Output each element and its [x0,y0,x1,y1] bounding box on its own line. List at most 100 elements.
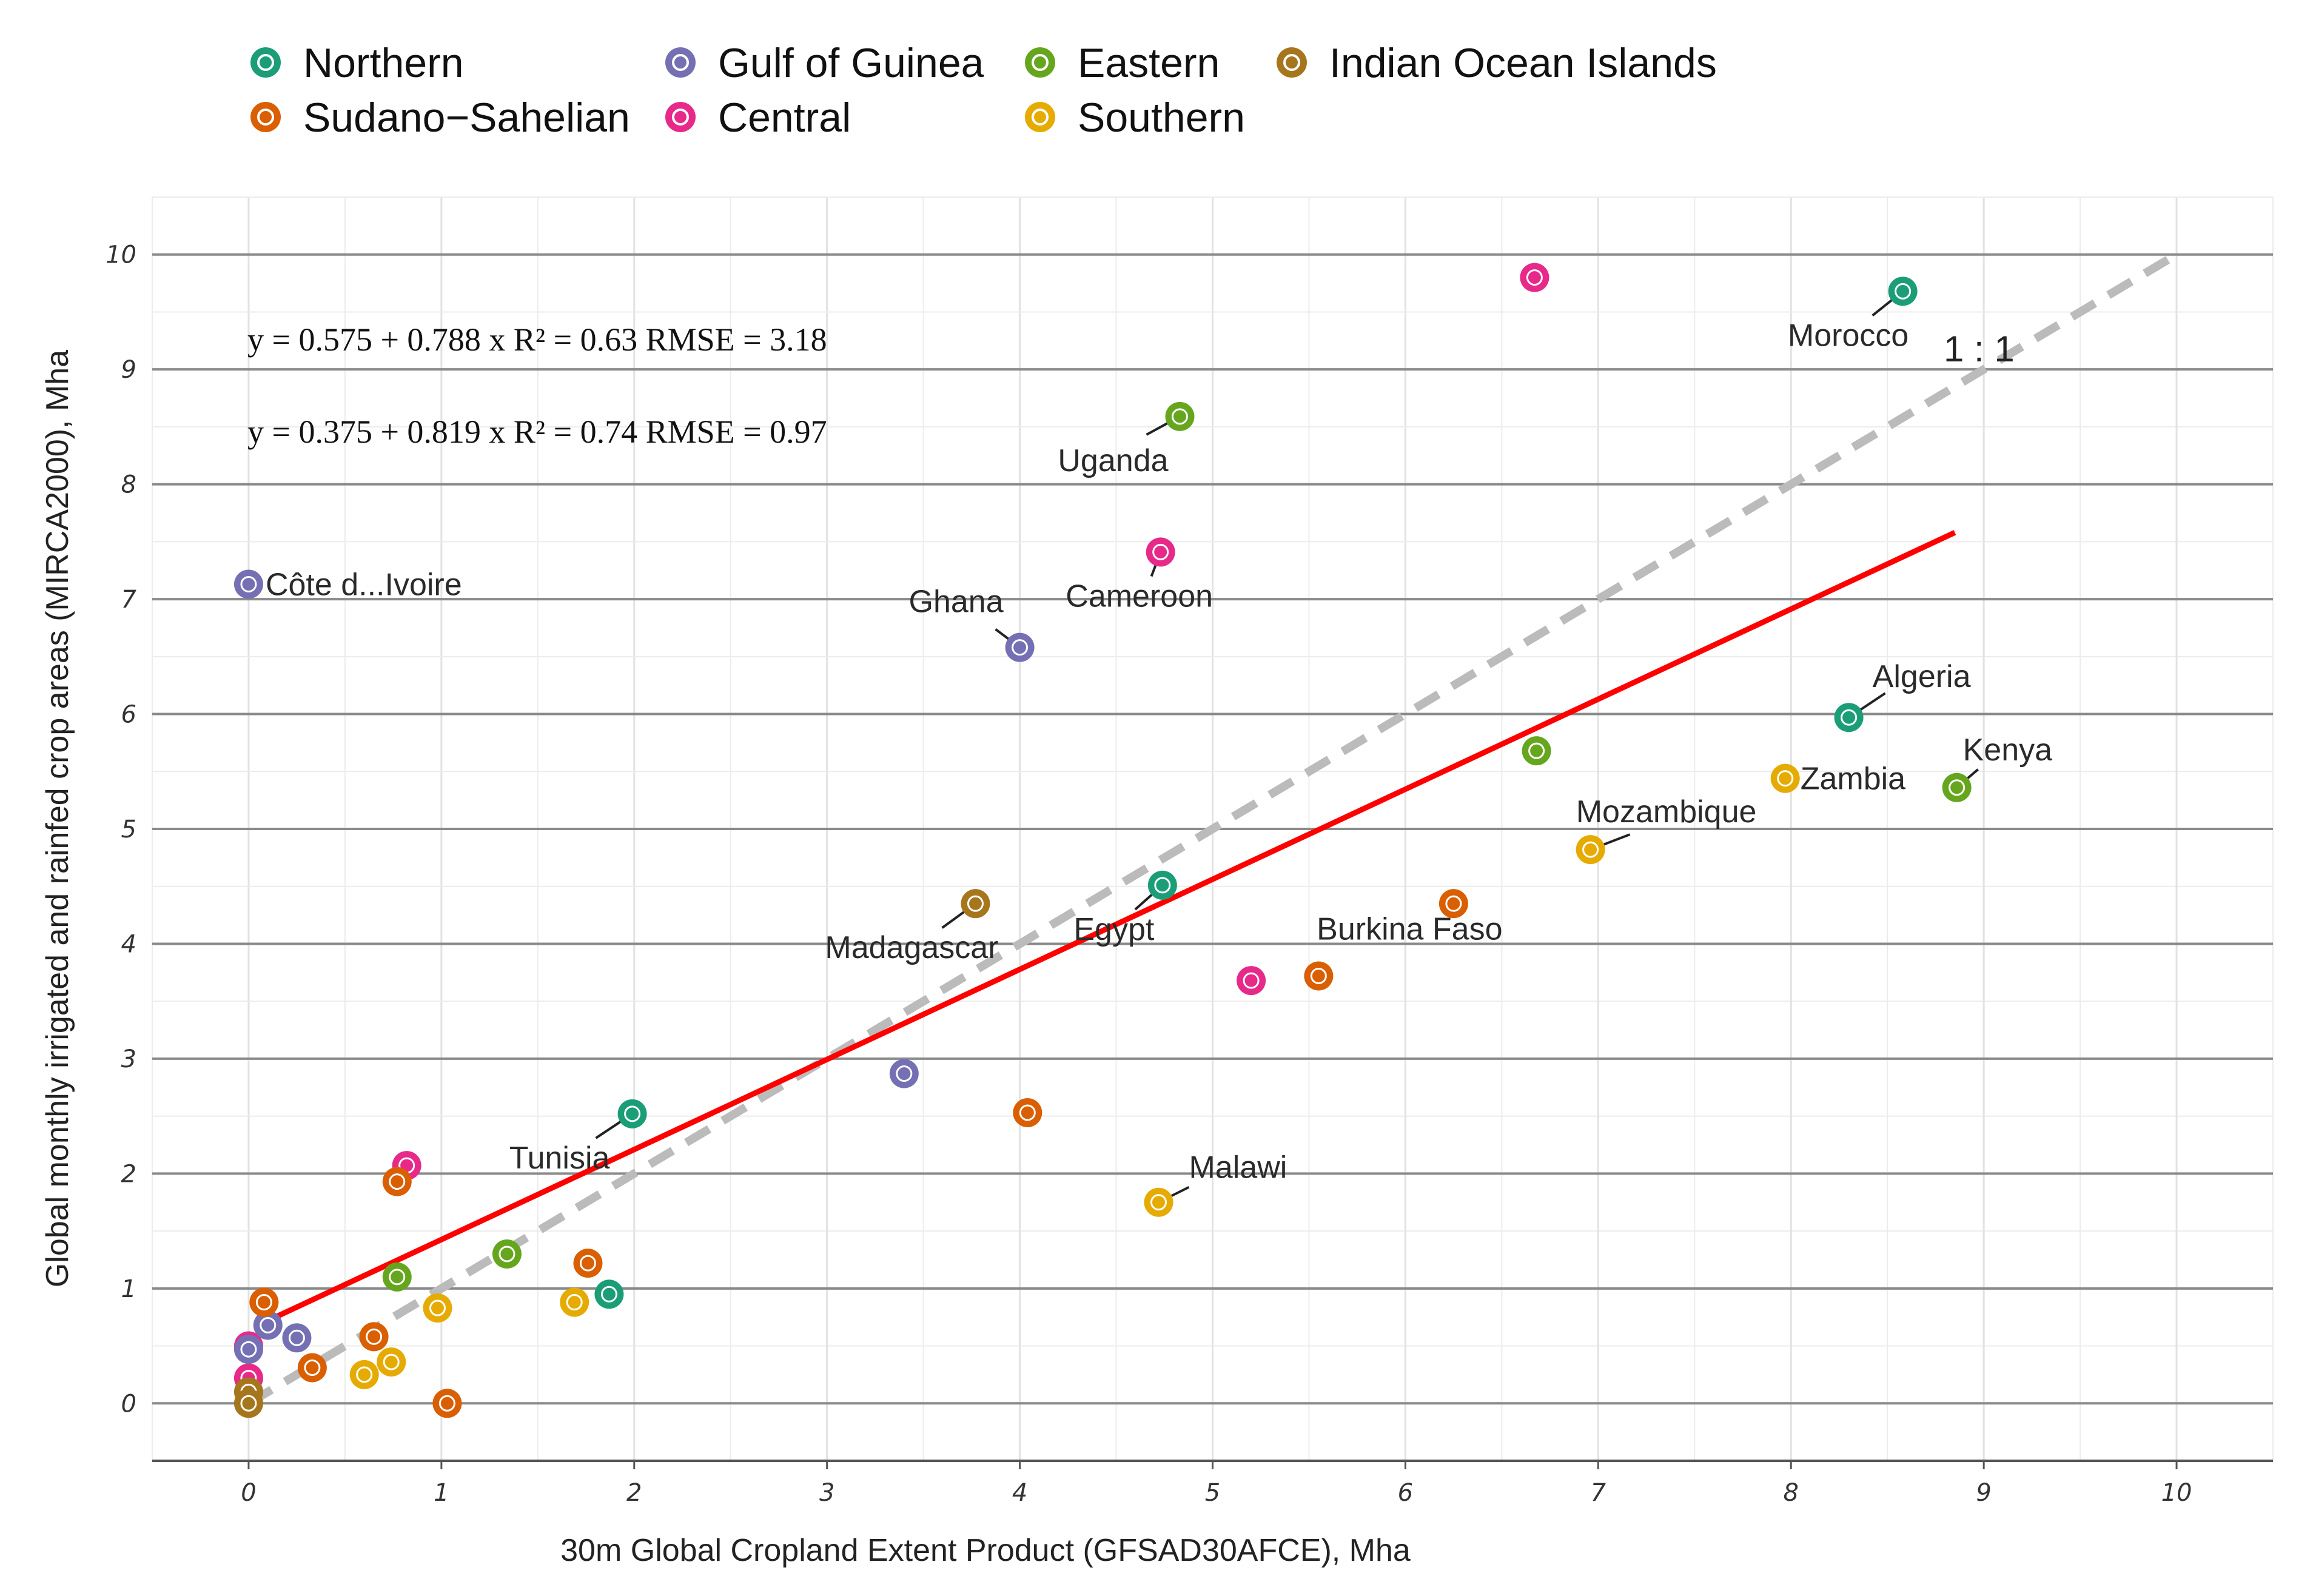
legend-swatch [665,102,696,132]
y-axis-ticks: 0 1 2 3 4 5 6 7 8 9 10 [106,241,136,1418]
point-marker [382,1262,412,1292]
point-marker-ring [389,1173,406,1190]
point-marker [492,1239,522,1269]
data-point [1942,773,1972,802]
point-marker-ring [438,1395,455,1412]
x-tick-label: 0 [241,1479,256,1507]
x-axis-title: 30m Global Cropland Extent Product (GFSA… [560,1533,1411,1568]
data-point [377,1347,406,1377]
point-label: Zambia [1801,762,1905,797]
point-marker-ring [366,1328,383,1345]
x-tick-label: 6 [1398,1479,1413,1507]
point-marker-ring [600,1286,617,1303]
data-point [1144,1187,1173,1217]
point-marker-ring [1171,408,1188,425]
x-tick-label: 5 [1205,1479,1220,1507]
point-label: Egypt [1073,912,1155,947]
identity-label: 1 : 1 [1944,329,2015,369]
x-tick-label: 1 [434,1479,449,1507]
point-marker [1942,773,1972,802]
point-marker-ring [255,1294,272,1311]
equations: y = 0.575 + 0.788 x R² = 0.63 RMSE = 3.1… [247,321,827,450]
point-marker-ring [1528,742,1545,759]
point-marker-ring [288,1329,305,1346]
x-tick-label: 9 [1976,1479,1991,1507]
point-marker [359,1322,389,1352]
data-point [1522,736,1551,766]
point-marker-ring [1526,269,1543,286]
point-label: Madagascar [825,930,998,965]
legend-swatch [1025,47,1055,78]
x-tick-label: 4 [1012,1479,1027,1507]
x-tick-label: 3 [819,1479,834,1507]
point-marker [1165,401,1195,431]
point-marker [617,1099,647,1128]
legend-swatch-ring [1032,54,1049,71]
data-point [617,1099,647,1128]
x-tick-label: 7 [1591,1479,1606,1507]
legend-swatch [1277,47,1307,78]
data-point [1165,401,1195,431]
legend-swatch [1025,102,1055,132]
data-point [233,1335,263,1364]
data-point [1147,870,1177,900]
point-label: Côte d...Ivoire [266,567,462,602]
data-point [249,1287,279,1317]
y-tick-label: 2 [121,1160,136,1188]
y-tick-label: 10 [106,241,136,269]
point-marker-ring [1150,1194,1167,1211]
data-point [889,1059,919,1088]
y-tick-label: 0 [121,1390,136,1418]
legend-label: Southern [1078,95,1245,141]
data-point [349,1360,379,1389]
y-tick-label: 8 [121,471,136,499]
legend-swatch-ring [257,54,274,71]
legend-swatch-ring [257,109,274,126]
legend-label: Sudano−Sahelian [303,95,630,141]
equation-1: y = 0.575 + 0.788 x R² = 0.63 RMSE = 3.1… [247,321,827,358]
legend-label: Eastern [1078,40,1220,86]
point-marker-ring [389,1269,406,1286]
point-marker-ring [1243,972,1260,989]
point-marker [1013,1098,1042,1127]
legend-swatch-ring [672,54,689,71]
data-point [382,1167,412,1196]
data-point [359,1322,389,1352]
point-label: Cameroon [1066,578,1213,614]
point-marker-ring [383,1353,400,1370]
identity-line [246,250,2179,1407]
data-point [1520,263,1549,292]
data-point [432,1389,462,1418]
point-marker-ring [896,1065,913,1082]
data-point [233,569,263,599]
legend-entry: Gulf of Guinea [665,40,984,86]
data-point [492,1239,522,1269]
point-marker [282,1323,312,1353]
point-marker [1304,961,1334,991]
legend-entry: Southern [1025,95,1245,141]
data-point [1770,763,1800,793]
point-marker [1520,263,1549,292]
legend-entry: Indian Ocean Islands [1277,40,1717,86]
legend-swatch [250,102,281,132]
point-marker-ring [1777,770,1794,787]
data-point [1888,277,1918,306]
point-marker [233,1389,263,1418]
point-marker-ring [1949,779,1966,796]
legend-entry: Central [665,95,851,141]
point-marker-ring [566,1294,583,1311]
point-marker [233,1335,263,1364]
y-tick-label: 1 [121,1275,136,1303]
data-point [253,1310,283,1340]
point-marker-ring [1152,543,1169,560]
y-tick-label: 3 [121,1045,136,1073]
legend-swatch-ring [672,109,689,126]
point-marker [560,1287,589,1317]
x-tick-label: 10 [2161,1479,2192,1507]
y-tick-label: 6 [121,701,136,729]
x-axis-ticks: 0 1 2 3 4 5 6 7 8 9 10 [241,1461,2192,1507]
point-marker-ring [429,1299,446,1316]
equation-2: y = 0.375 + 0.819 x R² = 0.74 RMSE = 0.9… [247,414,827,450]
data-point [1237,966,1266,996]
point-marker [249,1287,279,1317]
